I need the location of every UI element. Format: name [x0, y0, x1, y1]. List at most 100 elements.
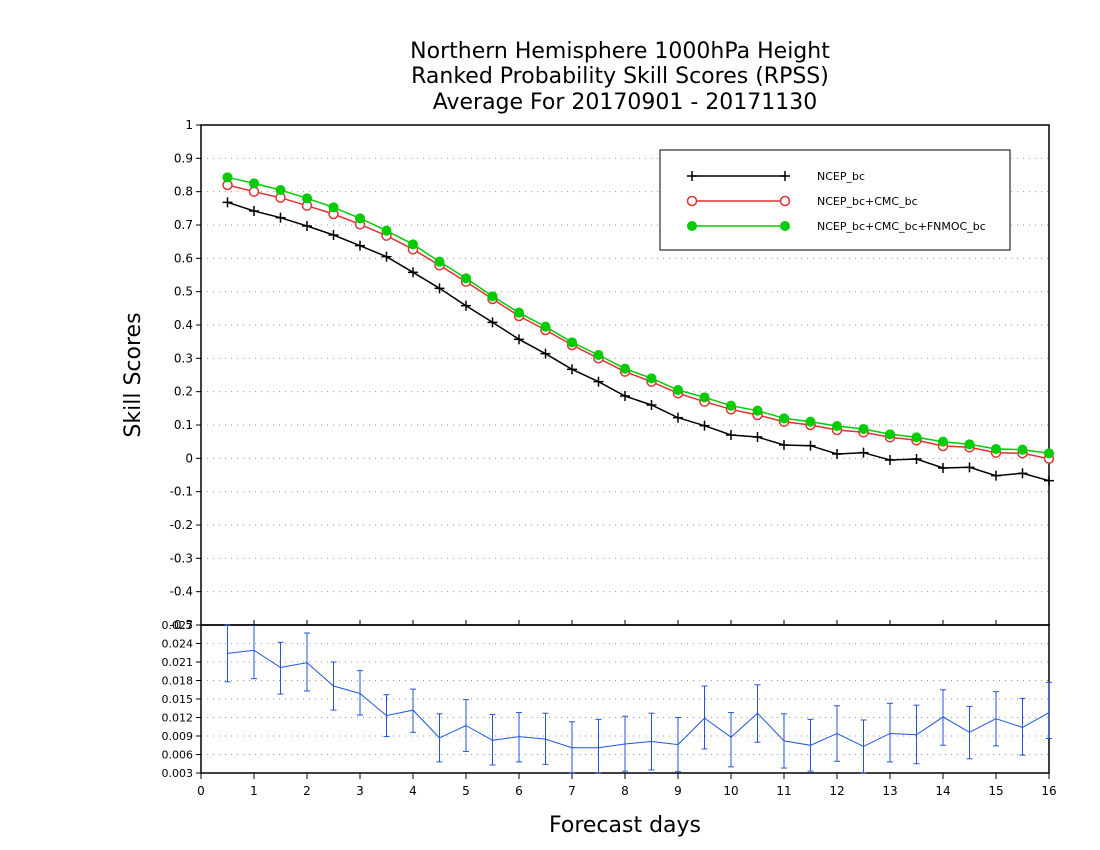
data-point — [885, 429, 895, 440]
data-point — [1017, 468, 1028, 479]
sub-y-tick-label: 0.012 — [162, 712, 194, 725]
main-y-axis: 1 0.9 0.8 0.7 0.6 0.5 0.4 0.3 0.2 0.1 0 -0.1 -0.2 -0.… — [170, 118, 201, 632]
x-tick-label: 16 — [1041, 784, 1056, 798]
x-axis: 0 1 2 3 4 5 6 7 8 9 10 11 12 13 14 15 16 — [197, 620, 1057, 798]
chart-title: Northern Hemisphere 1000hPa Height Ranke… — [410, 39, 830, 115]
data-point — [646, 373, 657, 384]
data-point — [408, 267, 418, 278]
x-tick-label: 8 — [621, 784, 629, 798]
data-point — [461, 273, 471, 284]
y-axis-title: Skill Scores — [121, 312, 146, 437]
data-point — [408, 239, 418, 250]
spread-line — [227, 649, 1050, 749]
spread-series — [224, 624, 1052, 774]
data-point — [355, 213, 365, 224]
legend-label: NCEP_bc+CMC_bc — [817, 195, 918, 208]
main-y-tick-label: 0.1 — [174, 418, 193, 432]
data-point — [911, 432, 922, 443]
data-point — [699, 420, 710, 431]
main-y-tick-label: 0.3 — [174, 351, 193, 365]
data-point — [487, 291, 498, 302]
sub-y-tick-label: 0.003 — [162, 767, 194, 780]
data-point — [964, 439, 975, 450]
x-tick-label: 6 — [515, 784, 523, 798]
data-point — [687, 171, 697, 181]
data-point — [355, 240, 365, 251]
error-bar — [489, 713, 496, 766]
main-y-tick-label: 0.7 — [174, 218, 193, 232]
legend-label: NCEP_bc+CMC_bc+FNMOC_bc — [817, 220, 986, 233]
data-point — [911, 454, 922, 464]
data-point — [687, 221, 697, 231]
data-point — [673, 412, 683, 423]
sub-y-tick-label: 0.027 — [162, 619, 194, 632]
sub-y-tick-label: 0.024 — [162, 638, 194, 651]
main-y-tick-label: 0.6 — [174, 251, 193, 265]
data-point — [222, 197, 233, 208]
x-tick-label: 15 — [988, 784, 1003, 798]
data-point — [964, 462, 975, 473]
data-point — [805, 440, 816, 451]
main-y-tick-label: -0.1 — [170, 485, 193, 499]
x-tick-label: 14 — [935, 784, 950, 798]
data-point — [567, 364, 577, 375]
sub-y-tick-label: 0.015 — [162, 693, 194, 706]
data-point — [249, 178, 259, 189]
legend-label: NCEP_bc — [817, 170, 865, 183]
data-point — [726, 400, 736, 411]
data-point — [328, 202, 339, 213]
data-point — [381, 225, 392, 236]
error-bar — [887, 702, 893, 763]
error-bar — [1046, 681, 1052, 739]
legend-box — [659, 149, 1011, 251]
data-point — [302, 221, 312, 231]
main-y-tick-label: 1 — [185, 118, 193, 132]
error-bar — [304, 632, 310, 692]
x-tick-label: 5 — [462, 784, 470, 798]
data-point — [434, 256, 445, 267]
data-point — [646, 400, 657, 410]
data-point — [328, 230, 339, 240]
main-y-tick-label: 0.8 — [174, 185, 193, 199]
data-point — [779, 413, 789, 424]
main-y-tick-label: 0 — [185, 451, 193, 465]
data-point — [780, 171, 790, 181]
data-point — [1044, 448, 1054, 459]
data-point — [620, 363, 630, 374]
x-tick-label: 2 — [303, 784, 311, 798]
error-bar — [595, 718, 602, 774]
data-point — [567, 337, 577, 348]
data-point — [461, 300, 471, 311]
main-y-tick-label: -0.2 — [170, 518, 193, 532]
data-point — [858, 424, 869, 434]
title-line-2: Ranked Probability Skill Scores (RPSS) — [411, 64, 829, 89]
title-line-1: Northern Hemisphere 1000hPa Height — [410, 39, 830, 64]
x-tick-label: 13 — [882, 784, 897, 798]
x-axis-title: Forecast days — [549, 813, 701, 838]
data-point — [302, 193, 312, 204]
main-y-tick-label: -0.3 — [170, 551, 193, 565]
series-1 — [222, 197, 1054, 486]
legend: NCEP_bc NCEP_bc+CMC_bc NCEP_bc+CMC_bc+FNMO… — [659, 149, 1011, 251]
data-point — [991, 444, 1001, 454]
data-point — [1017, 444, 1028, 455]
data-point — [885, 455, 895, 465]
data-point — [514, 334, 524, 345]
data-point — [487, 317, 498, 328]
main-y-tick-label: 0.9 — [174, 151, 193, 165]
series-3 — [222, 172, 1054, 459]
data-point — [699, 392, 710, 403]
data-point — [540, 348, 551, 359]
x-tick-label: 4 — [409, 784, 417, 798]
main-y-tick-label: 0.5 — [174, 285, 193, 299]
data-point — [991, 470, 1001, 481]
data-point — [752, 405, 763, 416]
error-bar — [357, 670, 363, 716]
x-tick-label: 9 — [674, 784, 682, 798]
data-point — [779, 195, 791, 207]
data-point — [1044, 475, 1054, 486]
error-bar — [728, 712, 734, 768]
sub-y-tick-label: 0.018 — [162, 675, 194, 688]
legend-entry: NCEP_bc — [687, 170, 865, 183]
